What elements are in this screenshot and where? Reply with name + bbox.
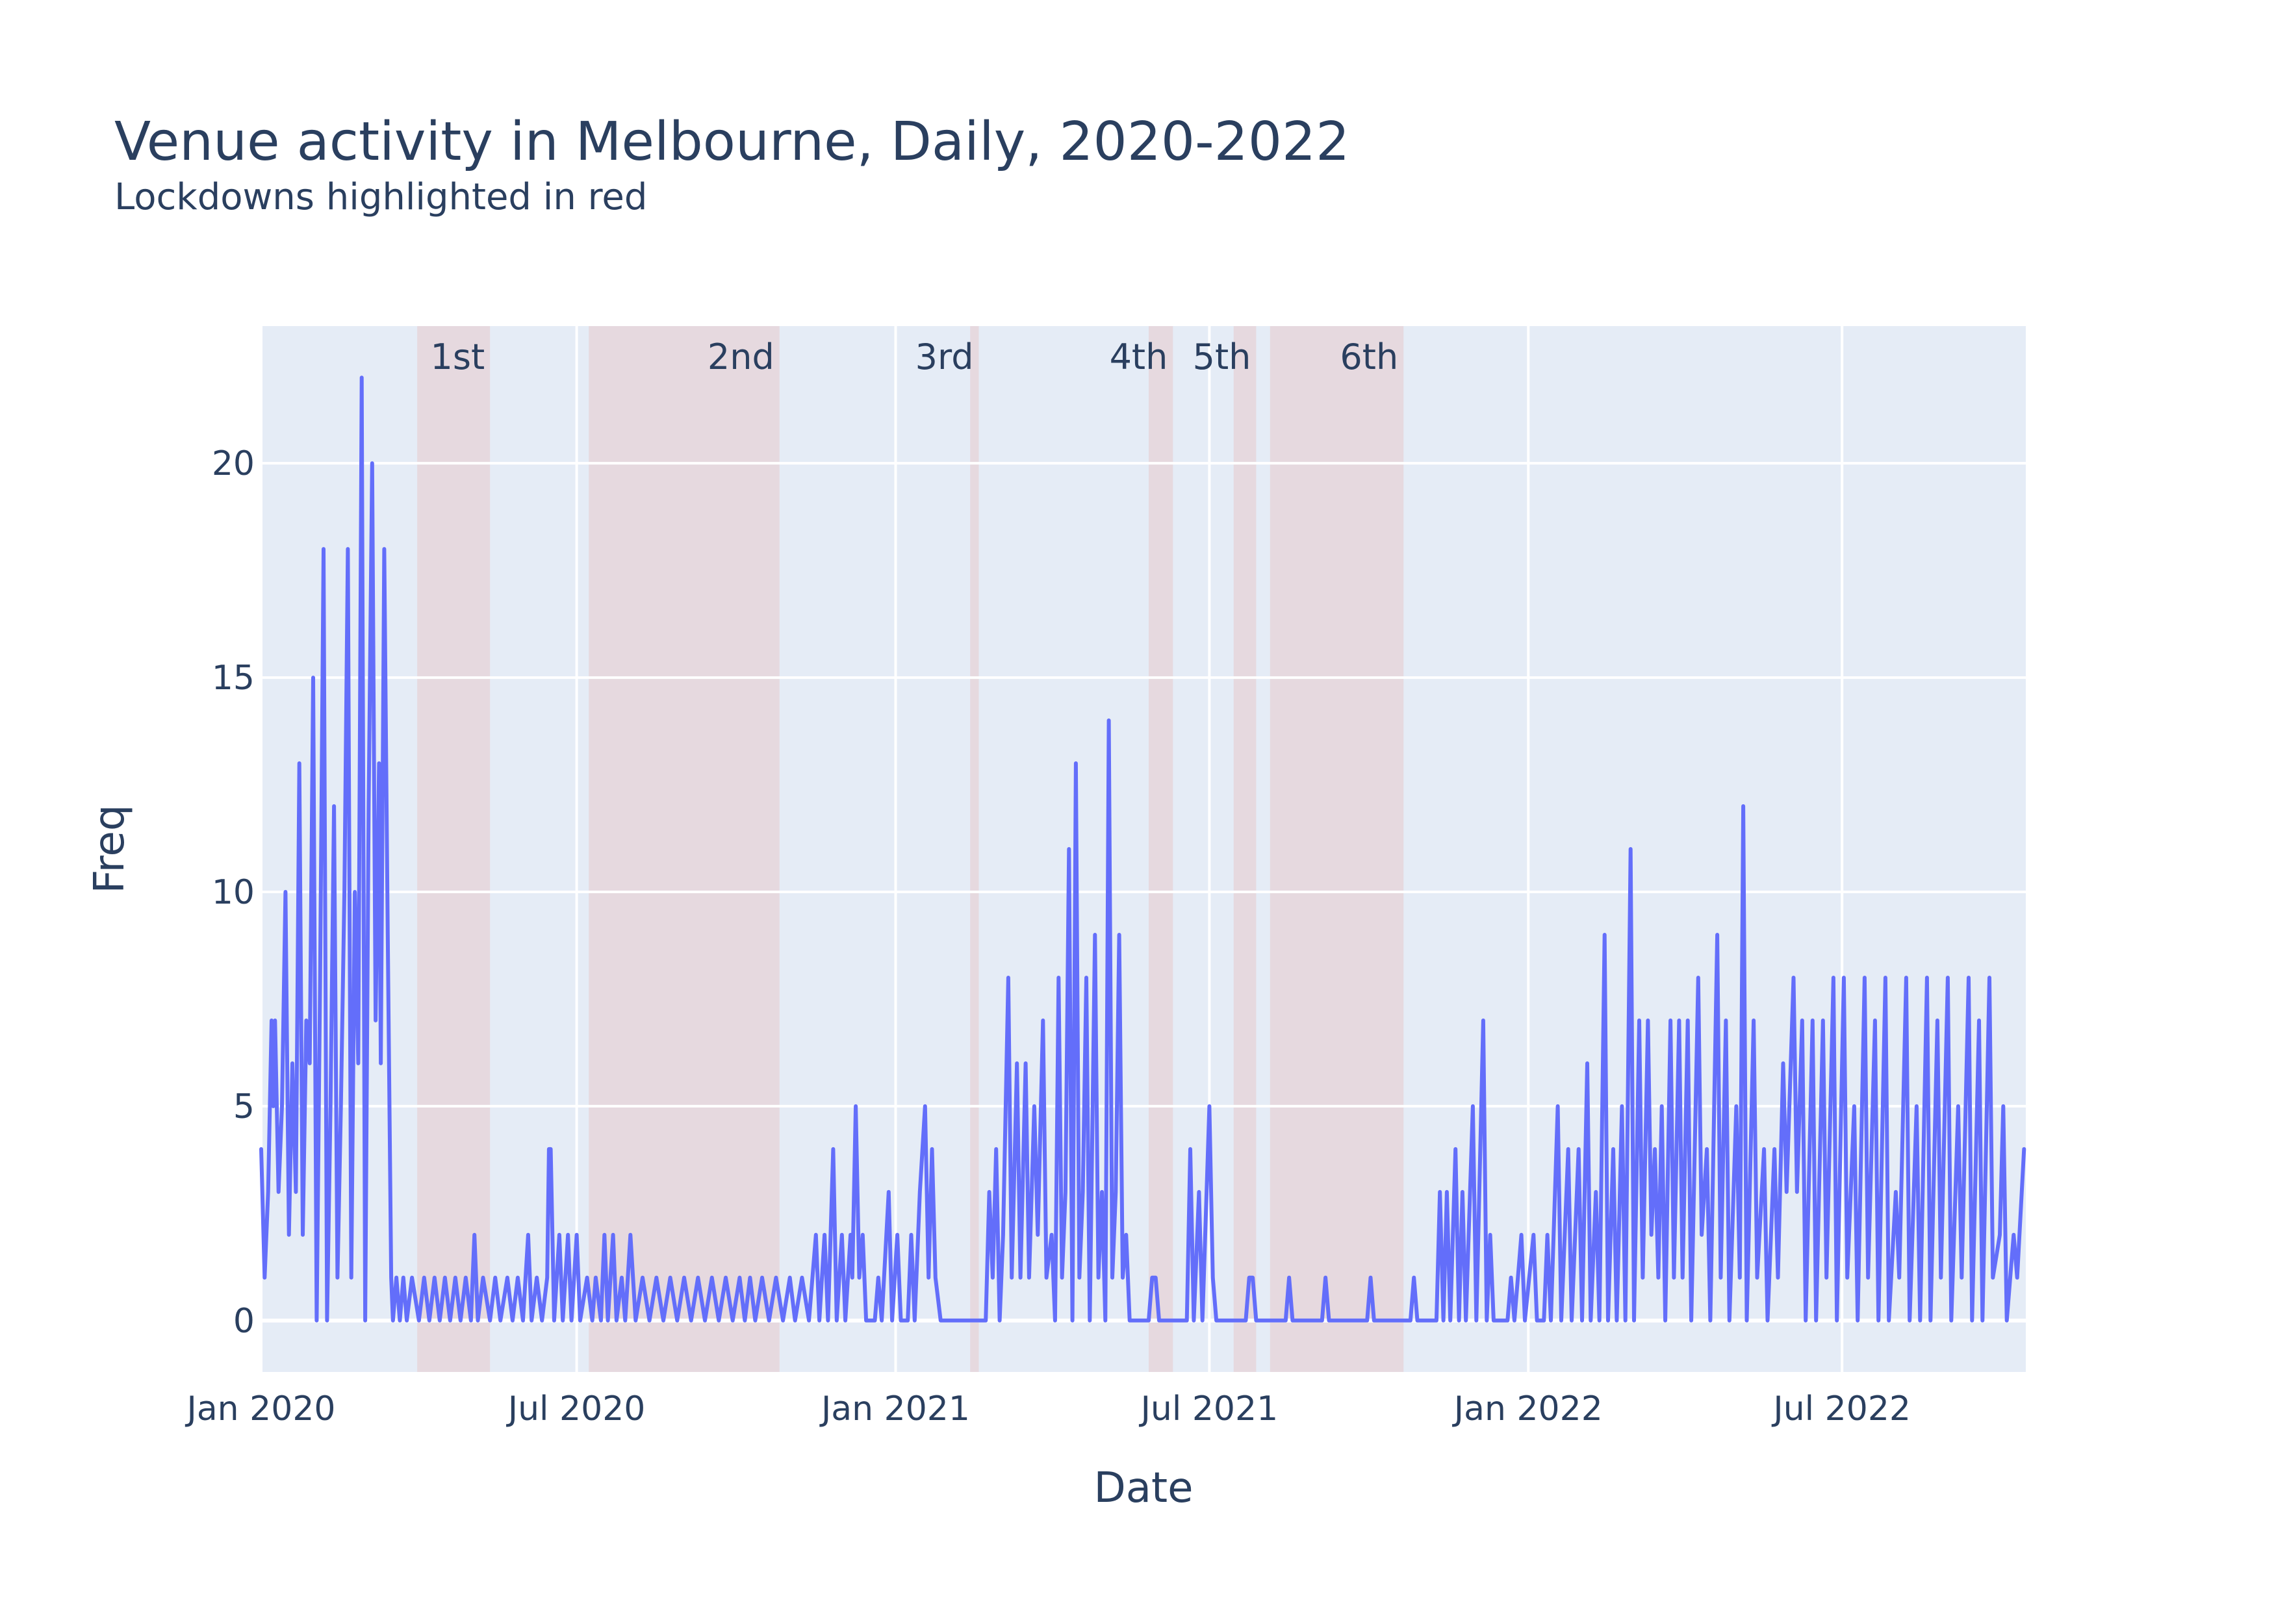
x-tick-label: Jul 2020 — [506, 1389, 646, 1428]
lockdown-band — [1233, 326, 1257, 1372]
series-line — [259, 375, 2026, 1323]
lockdown-label: 6th — [1340, 336, 1398, 377]
y-tick-label: 5 — [233, 1087, 255, 1126]
lockdown-band — [417, 326, 491, 1372]
y-tick-label: 20 — [212, 444, 255, 483]
lockdown-bands — [417, 326, 1404, 1372]
x-tick-label: Jul 2021 — [1139, 1389, 1279, 1428]
chart-subtitle: Lockdowns highlighted in red — [114, 176, 647, 218]
lockdown-band — [970, 326, 979, 1372]
y-tick-label: 15 — [212, 659, 255, 698]
y-axis-ticks: 0 5 10 15 20 — [212, 444, 255, 1341]
lockdown-band — [589, 326, 780, 1372]
lockdown-label: 1st — [431, 336, 485, 377]
lockdown-label: 3rd — [915, 336, 974, 377]
x-tick-label: Jul 2022 — [1771, 1389, 1911, 1428]
x-axis-ticks: Jan 2020 Jul 2020 Jan 2021 Jul 2021 Jan 2022… — [185, 1389, 1911, 1428]
chart-title: Venue activity in Melbourne, Daily, 2020… — [114, 111, 1349, 173]
y-axis-title: Freq — [86, 804, 134, 893]
x-tick-label: Jan 2022 — [1452, 1389, 1603, 1428]
y-tick-label: 10 — [212, 873, 255, 912]
lockdown-labels: 1st 2nd 3rd 4th 5th 6th — [431, 336, 1399, 377]
lockdown-label: 2nd — [708, 336, 774, 377]
lockdown-band — [1270, 326, 1404, 1372]
lockdown-label: 5th — [1193, 336, 1251, 377]
lockdown-band — [1149, 326, 1173, 1372]
x-tick-label: Jan 2020 — [185, 1389, 335, 1428]
x-tick-label: Jan 2021 — [819, 1389, 970, 1428]
lockdown-label: 4th — [1110, 336, 1168, 377]
x-axis-title: Date — [1094, 1464, 1194, 1512]
series-group — [259, 375, 2026, 1323]
y-tick-label: 0 — [233, 1302, 255, 1341]
